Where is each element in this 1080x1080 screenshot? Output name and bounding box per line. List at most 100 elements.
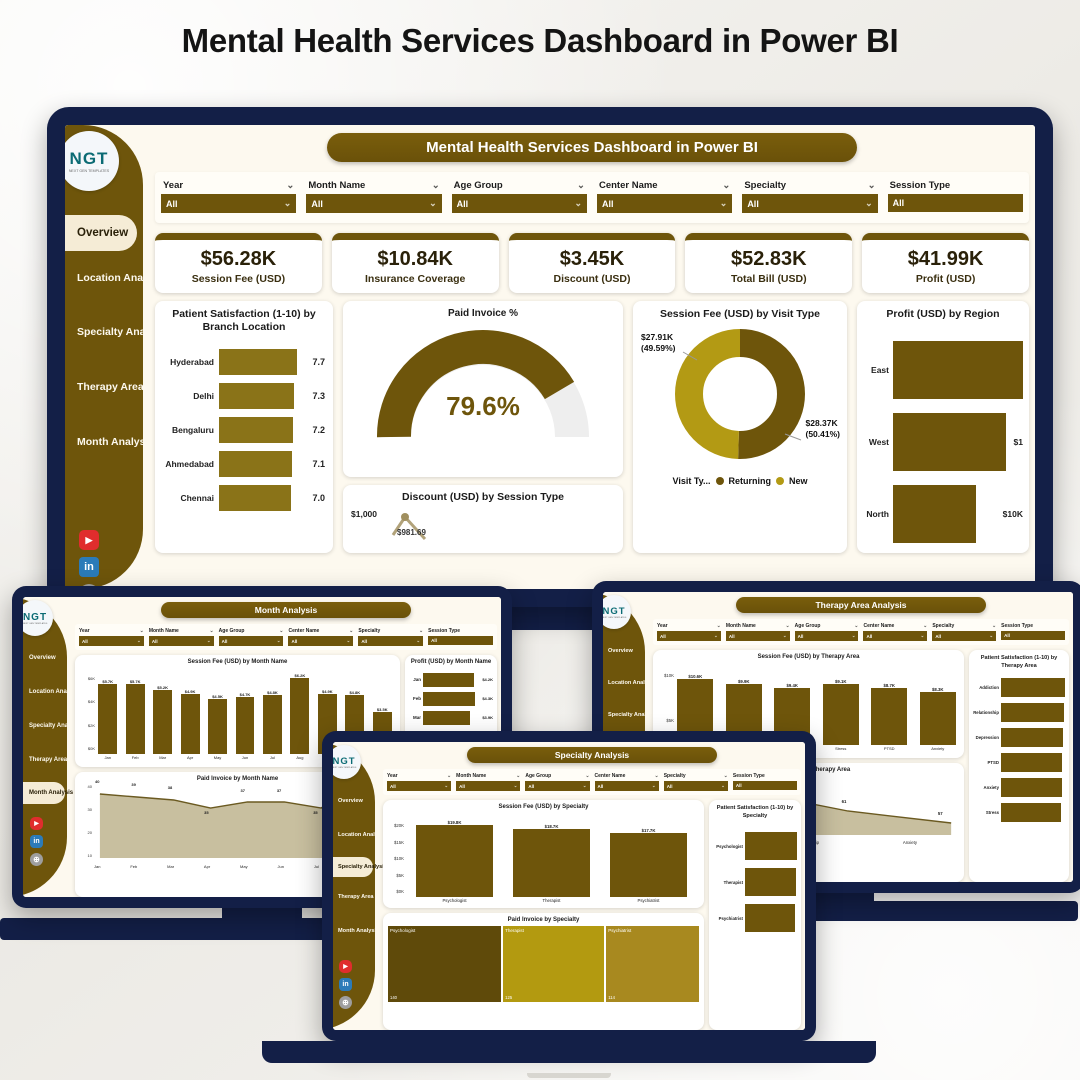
chart-satisfaction-specialty[interactable]: Patient Satisfaction (1-10) by Specialty… xyxy=(709,800,801,1030)
sidebar-item-month-analysis[interactable]: Month Analysis xyxy=(77,436,154,448)
filter-month-name[interactable]: Month Name ⌄ All ⌄ xyxy=(725,623,790,641)
filter-value-box[interactable]: All ⌄ xyxy=(79,636,144,646)
kpi-discount[interactable]: $3.45K Discount (USD) xyxy=(508,233,676,293)
sidebar-item-location-analysis[interactable]: Location Analysis xyxy=(338,832,386,838)
sidebar-item-overview[interactable]: Overview xyxy=(608,648,633,654)
kpi-profit[interactable]: $41.99K Profit (USD) xyxy=(862,233,1029,293)
filter-year[interactable]: Year ⌄ All ⌄ xyxy=(657,623,721,641)
bar-category: Therapist xyxy=(542,898,561,903)
filter-value-box[interactable]: All xyxy=(887,194,1023,212)
filter-value-box[interactable]: All ⌄ xyxy=(358,636,424,646)
filter-value-box[interactable]: All ⌄ xyxy=(725,631,790,641)
filter-specialty[interactable]: Specialty ⌄ All ⌄ xyxy=(742,180,878,213)
filter-value-box[interactable]: All xyxy=(732,781,798,790)
treemap-cell[interactable]: Psychiatrist 114 xyxy=(606,926,699,1002)
sidebar-item-specialty-analysis[interactable]: Specialty Analysis xyxy=(608,712,657,718)
filter-value-box[interactable]: All ⌄ xyxy=(794,631,859,641)
filter-specialty[interactable]: Specialty ⌄ All ⌄ xyxy=(663,773,728,791)
sidebar-item-overview[interactable]: Overview xyxy=(338,798,363,804)
filter-session-type[interactable]: Session Type All xyxy=(428,628,493,646)
filter-month-name[interactable]: Month Name ⌄ All ⌄ xyxy=(148,628,214,646)
filter-age-group[interactable]: Age Group ⌄ All ⌄ xyxy=(451,180,587,213)
kpi-total-bill[interactable]: $52.83K Total Bill (USD) xyxy=(685,233,853,293)
kpi-session-fee[interactable]: $56.28K Session Fee (USD) xyxy=(155,233,322,293)
linkedin-glyph: in xyxy=(342,981,349,988)
chart-satisfaction-therapy-area[interactable]: Patient Satisfaction (1-10) by Therapy A… xyxy=(969,650,1069,882)
chart-session-fee-visit-type[interactable]: Session Fee (USD) by Visit Type xyxy=(633,301,847,553)
filter-value-box[interactable]: All ⌄ xyxy=(594,781,659,791)
sidebar-item-overview[interactable]: Overview xyxy=(65,215,137,251)
chevron-down-icon: ⌄ xyxy=(416,638,421,643)
filter-center-name[interactable]: Center Name ⌄ All ⌄ xyxy=(594,773,659,791)
youtube-icon[interactable]: ▶ xyxy=(339,960,352,973)
filter-session-type[interactable]: Session Type All xyxy=(1001,623,1065,641)
sidebar-item-specialty-analysis[interactable]: Specialty Analysis xyxy=(77,326,169,338)
filter-year[interactable]: Year ⌄ All ⌄ xyxy=(161,180,297,213)
sidebar-item-specialty-analysis[interactable]: Specialty Analysis xyxy=(333,857,387,877)
filter-age-group[interactable]: Age Group ⌄ All ⌄ xyxy=(794,623,859,641)
sidebar-item-therapy-area-analysis[interactable]: Therapy Area Analysis xyxy=(338,894,398,900)
filter-value-box[interactable]: All xyxy=(428,636,493,645)
filter-value-box[interactable]: All ⌄ xyxy=(387,781,452,791)
filter-value-box[interactable]: All ⌄ xyxy=(161,194,297,213)
chart-session-fee-specialty[interactable]: Session Fee (USD) by Specialty $20K $15K… xyxy=(383,800,704,908)
website-icon[interactable]: ⊕ xyxy=(30,853,43,866)
filter-session-type[interactable]: Session Type All xyxy=(732,773,798,791)
sidebar-item-location-analysis[interactable]: Location Analysis xyxy=(608,680,656,686)
linkedin-icon[interactable]: in xyxy=(30,835,43,848)
filter-year[interactable]: Year ⌄ All ⌄ xyxy=(387,773,452,791)
filter-value-box[interactable]: All xyxy=(1001,631,1065,640)
filter-age-group[interactable]: Age Group ⌄ All ⌄ xyxy=(218,628,284,646)
youtube-icon[interactable]: ▶ xyxy=(30,817,43,830)
website-icon[interactable]: ⊕ xyxy=(339,996,352,1009)
sidebar: NGT NEXT GEN TEMPLATES Overview Location… xyxy=(65,125,189,589)
sidebar-item-overview[interactable]: Overview xyxy=(29,655,56,661)
filter-session-type[interactable]: Session Type All xyxy=(887,180,1023,213)
filter-center-name[interactable]: Center Name ⌄ All ⌄ xyxy=(288,628,354,646)
chart-profit-region[interactable]: Profit (USD) by Region East West $1 xyxy=(857,301,1029,553)
sidebar-item-therapy-area-analysis[interactable]: Therapy Area Analysis xyxy=(29,757,93,763)
treemap-cell[interactable]: Therapist 125 xyxy=(503,926,605,1002)
chart-discount-session-type[interactable]: Discount (USD) by Session Type $1,000 $9… xyxy=(343,485,623,553)
chart-paid-invoice-gauge[interactable]: Paid Invoice % 79.6% xyxy=(343,301,623,477)
filter-value-box[interactable]: All ⌄ xyxy=(148,636,214,646)
filter-center-name[interactable]: Center Name ⌄ All ⌄ xyxy=(863,623,928,641)
filter-specialty[interactable]: Specialty ⌄ All ⌄ xyxy=(358,628,424,646)
youtube-glyph: ▶ xyxy=(343,964,348,970)
sidebar-item-location-analysis[interactable]: Location Analysis xyxy=(29,689,80,695)
bar-fill xyxy=(919,692,956,745)
sidebar-item-month-analysis[interactable]: Month Analysis xyxy=(23,782,73,804)
filter-value-box[interactable]: All ⌄ xyxy=(657,631,721,641)
linkedin-icon[interactable]: in xyxy=(79,557,99,577)
sidebar-item-month-analysis[interactable]: Month Analysis xyxy=(338,928,379,934)
filter-value-box[interactable]: All ⌄ xyxy=(456,781,521,791)
linkedin-icon[interactable]: in xyxy=(339,978,352,991)
sidebar-item-location-analysis[interactable]: Location Analysis xyxy=(77,272,166,284)
filter-value-box[interactable]: All ⌄ xyxy=(525,781,590,791)
filter-label-text: Age Group xyxy=(794,623,821,629)
filter-year[interactable]: Year ⌄ All ⌄ xyxy=(79,628,144,646)
filter-value-box[interactable]: All ⌄ xyxy=(451,194,587,213)
filter-value-box[interactable]: All ⌄ xyxy=(218,636,284,646)
treemap-cell[interactable]: Psychologist 140 xyxy=(388,926,502,1002)
kpi-insurance-coverage[interactable]: $10.84K Insurance Coverage xyxy=(331,233,499,293)
filter-month-name[interactable]: Month Name ⌄ All ⌄ xyxy=(456,773,521,791)
filter-value-box[interactable]: All ⌄ xyxy=(288,636,354,646)
filter-value-box[interactable]: All ⌄ xyxy=(663,781,728,791)
filter-value-box[interactable]: All ⌄ xyxy=(306,194,442,213)
filter-value-box[interactable]: All ⌄ xyxy=(596,194,733,213)
filter-age-group[interactable]: Age Group ⌄ All ⌄ xyxy=(525,773,590,791)
youtube-icon[interactable]: ▶ xyxy=(79,530,99,550)
table-row: Addiction xyxy=(973,675,1065,700)
chart-patient-satisfaction-branch[interactable]: Patient Satisfaction (1-10) by Branch Lo… xyxy=(155,301,333,553)
filter-value-box[interactable]: All ⌄ xyxy=(863,631,928,641)
filter-value: All xyxy=(166,198,178,209)
filter-center-name[interactable]: Center Name ⌄ All ⌄ xyxy=(596,180,733,213)
filter-specialty[interactable]: Specialty ⌄ All ⌄ xyxy=(932,623,997,641)
filter-month-name[interactable]: Month Name ⌄ All ⌄ xyxy=(306,180,442,213)
filter-value-box[interactable]: All ⌄ xyxy=(742,194,878,213)
chart-paid-invoice-specialty[interactable]: Paid Invoice by Specialty Psychologist 1… xyxy=(383,913,704,1030)
filter-value-box[interactable]: All ⌄ xyxy=(932,631,997,641)
bar-category: West xyxy=(868,437,889,447)
sidebar-item-specialty-analysis[interactable]: Specialty Analysis xyxy=(29,723,81,729)
